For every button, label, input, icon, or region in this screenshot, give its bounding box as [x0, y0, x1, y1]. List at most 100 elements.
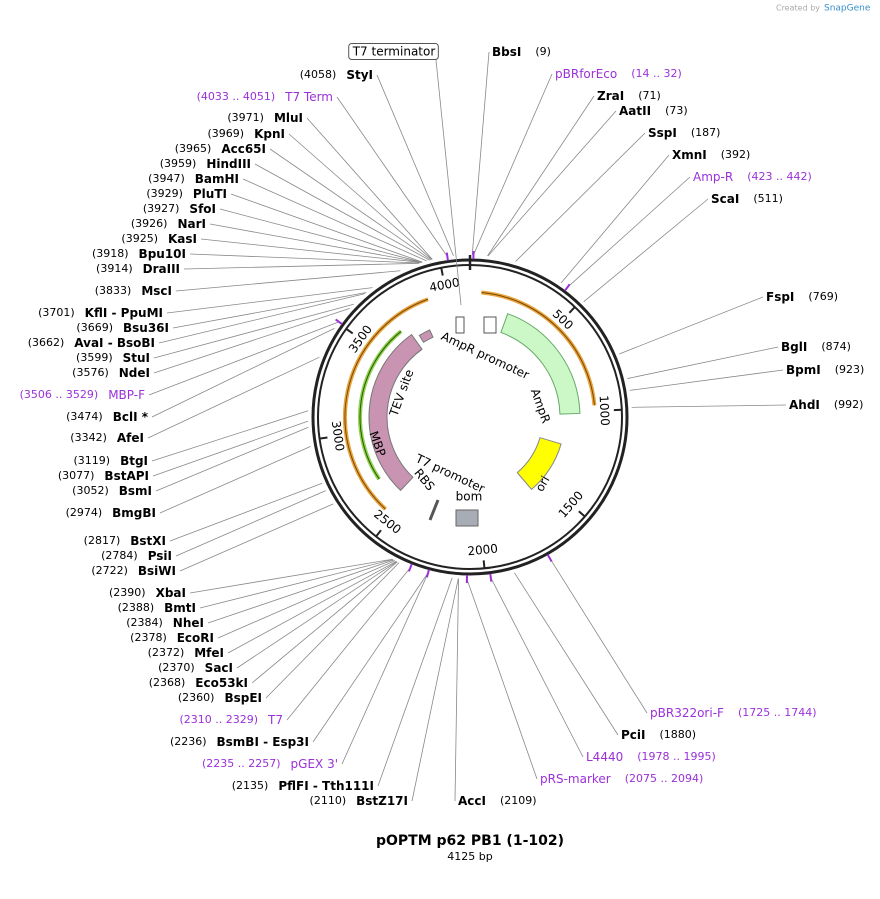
leader-line	[217, 560, 396, 639]
site-name: SfoI	[189, 202, 216, 216]
site-label: AccI (2109)	[458, 794, 537, 808]
leader-line	[159, 446, 311, 514]
site-name: FspI	[766, 290, 794, 304]
site-location: (2388)	[118, 601, 155, 614]
site-label: (3926) NarI	[131, 217, 206, 231]
site-location: (2974)	[66, 506, 103, 519]
leader-line	[341, 573, 429, 765]
feature-label: ori	[533, 473, 553, 494]
leader-line	[269, 148, 432, 261]
tick-mark	[375, 529, 382, 538]
leader-line	[549, 557, 648, 714]
primer-mark	[425, 569, 430, 578]
site-location: (71)	[638, 89, 661, 102]
site-location: (4058)	[300, 68, 337, 81]
site-name: SacI	[205, 661, 233, 675]
site-location: (3969)	[208, 127, 245, 140]
leader-line	[286, 567, 411, 721]
leader-line	[179, 503, 334, 572]
site-name: PluTI	[193, 187, 227, 201]
leader-line	[251, 561, 398, 684]
site-name: BmtI	[164, 601, 196, 615]
primer-mark	[445, 252, 449, 261]
tick-mark	[568, 306, 576, 314]
site-label: pRS-marker (2075 .. 2094)	[540, 772, 703, 786]
leader-line	[153, 308, 350, 374]
site-label: (2235 .. 2257) pGEX 3'	[202, 757, 338, 771]
site-label: (2370) SacI	[158, 661, 233, 675]
site-location: (2817)	[84, 534, 121, 547]
site-name: StuI	[123, 351, 150, 365]
site-name: BstZ17I	[356, 794, 408, 808]
site-label: (2135) PflFI - Tth111I	[232, 779, 374, 793]
site-location: (3965)	[175, 142, 212, 155]
site-name: StyI	[346, 68, 373, 82]
leader-line	[619, 296, 764, 355]
site-label: (2817) BstXI	[84, 534, 166, 548]
site-name: KpnI	[254, 127, 285, 141]
site-location: (3914)	[96, 262, 133, 275]
leader-line	[172, 292, 367, 329]
site-location: (1725 .. 1744)	[738, 706, 817, 719]
site-name: BtgI	[120, 454, 148, 468]
feature-box	[348, 43, 439, 60]
site-name: BspEI	[224, 691, 262, 705]
feature-label: bom	[456, 490, 483, 504]
site-location: (3474)	[66, 410, 103, 423]
site-label: (3506 .. 3529) MBP-F	[20, 388, 145, 402]
site-name: KasI	[168, 232, 197, 246]
site-name: pBR322ori-F	[650, 706, 724, 720]
site-name: AhdI	[789, 398, 820, 412]
site-location: (2235 .. 2257)	[202, 757, 281, 770]
site-label: pBRforEco (14 .. 32)	[555, 67, 682, 81]
leader-line	[288, 133, 433, 260]
site-location: (3959)	[160, 157, 197, 170]
site-name: T7	[267, 713, 283, 727]
brand: SnapGene	[824, 4, 871, 14]
leader-line	[207, 559, 394, 624]
feature-label: T7 terminator	[352, 45, 436, 59]
site-label: ScaI (511)	[711, 192, 783, 206]
leader-line	[487, 110, 617, 257]
site-label: (2372) MfeI	[148, 646, 224, 660]
site-location: (2135)	[232, 779, 269, 792]
leader-line	[627, 346, 779, 379]
site-location: (2372)	[148, 646, 185, 659]
leader-line	[230, 193, 423, 263]
leader-line	[189, 558, 393, 594]
site-name: MfeI	[194, 646, 224, 660]
site-label: (2722) BsiWI	[91, 564, 176, 578]
site-label: (3833) MscI	[95, 284, 172, 298]
site-location: (923)	[835, 363, 865, 376]
leader-line	[466, 578, 538, 780]
site-label: (3927) SfoI	[143, 202, 216, 216]
site-name: AccI	[458, 794, 486, 808]
leader-line	[514, 572, 619, 736]
site-name: PsiI	[148, 549, 172, 563]
site-location: (3926)	[131, 217, 168, 230]
leader-line	[631, 404, 787, 408]
leader-line	[254, 163, 430, 261]
site-label: (2360) BspEI	[178, 691, 262, 705]
site-location: (3971)	[227, 111, 264, 124]
leader-line	[169, 482, 323, 542]
leader-line	[175, 270, 401, 292]
site-location: (3052)	[72, 484, 109, 497]
site-label: (3918) Bpu10I	[92, 247, 186, 261]
site-location: (3119)	[73, 454, 110, 467]
leader-line	[312, 573, 429, 743]
site-name: BclI *	[113, 410, 149, 424]
tick-label: 3000	[329, 420, 347, 452]
site-name: BsiWI	[138, 564, 176, 578]
ori-arrow	[516, 437, 562, 491]
leader-line	[515, 132, 646, 262]
leader-line	[376, 74, 454, 256]
leader-line	[175, 490, 326, 557]
site-name: NarI	[177, 217, 206, 231]
tick-mark	[345, 328, 354, 335]
site-label: (3119) BtgI	[73, 454, 148, 468]
tick-mark	[319, 436, 328, 440]
site-location: (2390)	[109, 586, 146, 599]
leader-line	[306, 117, 433, 260]
site-location: (3833)	[95, 284, 132, 297]
